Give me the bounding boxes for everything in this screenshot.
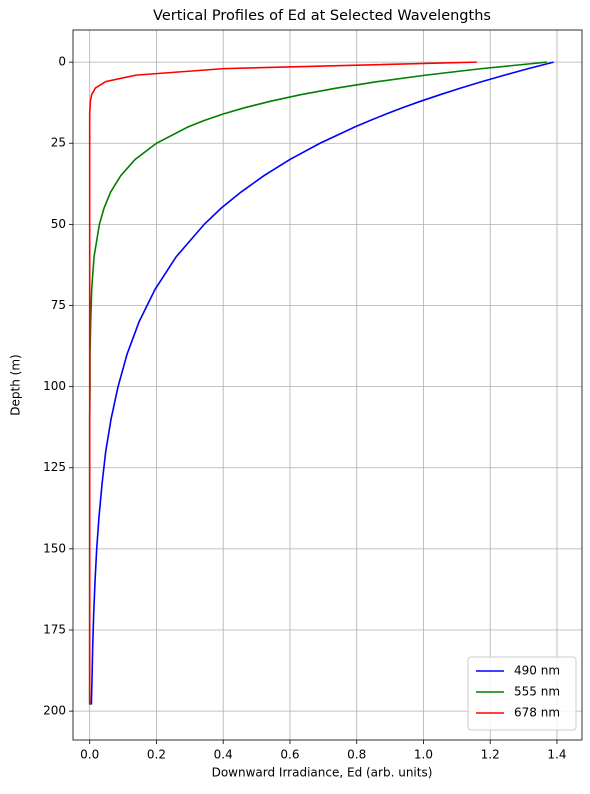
x-tick-label: 0.8 [347, 748, 366, 762]
x-tick-label: 0.0 [80, 748, 99, 762]
legend-label: 678 nm [514, 706, 560, 720]
y-tick-label: 50 [51, 217, 66, 231]
y-tick-label: 75 [51, 298, 66, 312]
legend-box [467, 656, 577, 731]
x-tick-label: 0.6 [280, 748, 299, 762]
plot-frame [72, 29, 583, 741]
y-tick-label: 150 [43, 541, 66, 555]
legend-label: 555 nm [514, 685, 560, 699]
x-tick-label: 0.2 [147, 748, 166, 762]
x-tick-label: 1.2 [481, 748, 500, 762]
x-tick-label: 1.0 [414, 748, 433, 762]
x-axis-label: Downward Irradiance, Ed (arb. units) [212, 766, 433, 780]
x-tick-label: 1.4 [547, 748, 566, 762]
y-tick-label: 25 [51, 136, 66, 150]
y-tick-label: 125 [43, 460, 66, 474]
x-tick-label: 0.4 [214, 748, 233, 762]
y-axis-label: Depth (m) [9, 354, 23, 415]
data-line [88, 61, 477, 705]
data-line [90, 61, 554, 705]
y-tick-label: 100 [43, 379, 66, 393]
legend: 490 nm 555 nm 678 nm [467, 656, 577, 731]
y-tick-label: 0 [58, 55, 66, 69]
y-tick-label: 175 [43, 622, 66, 636]
y-tick-label: 200 [43, 704, 66, 718]
data-line [88, 61, 548, 705]
legend-label: 490 nm [514, 664, 560, 678]
chart-title: Vertical Profiles of Ed at Selected Wave… [153, 8, 491, 24]
